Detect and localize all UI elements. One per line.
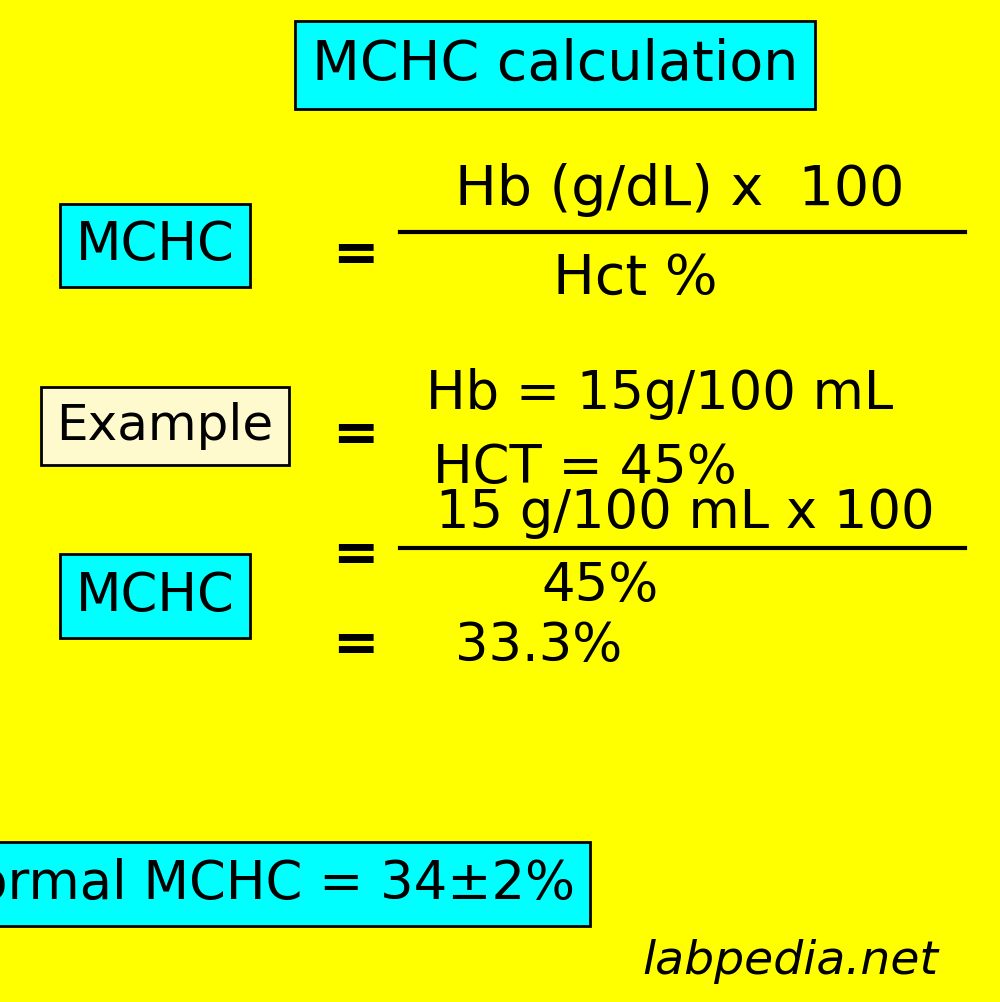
Text: Normal MCHC = 34±2%: Normal MCHC = 34±2%: [0, 858, 574, 910]
Text: =: =: [332, 619, 378, 673]
Text: Hb = 15g/100 mL: Hb = 15g/100 mL: [426, 368, 894, 420]
Text: MCHC calculation: MCHC calculation: [312, 38, 798, 92]
Text: Example: Example: [56, 402, 274, 450]
Text: =: =: [332, 409, 378, 463]
Text: HCT = 45%: HCT = 45%: [433, 442, 737, 494]
Text: =: =: [332, 529, 378, 583]
Text: MCHC: MCHC: [76, 219, 234, 272]
Text: =: =: [332, 228, 378, 283]
Text: 33.3%: 33.3%: [455, 620, 622, 672]
Text: labpedia.net: labpedia.net: [642, 940, 938, 984]
Text: 15 g/100 mL x 100: 15 g/100 mL x 100: [436, 487, 934, 539]
Text: MCHC: MCHC: [76, 570, 234, 622]
Text: Hct %: Hct %: [553, 252, 717, 306]
Text: Hb (g/dL) x  100: Hb (g/dL) x 100: [455, 163, 905, 217]
Text: 45%: 45%: [541, 560, 659, 612]
